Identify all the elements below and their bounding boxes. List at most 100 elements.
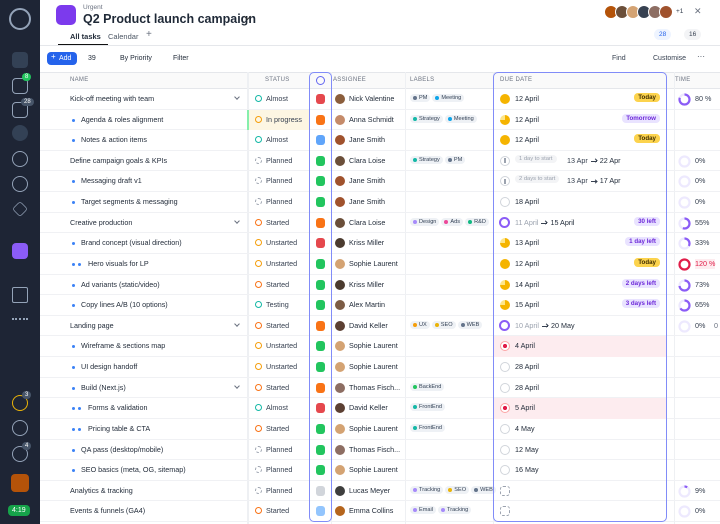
label-dot [413,116,417,121]
column-header: STATUS [265,77,290,83]
task-row[interactable]: UI design handoff Unstarted Sophie Laurent… [40,357,720,378]
time-ring [678,485,691,498]
nav-help[interactable] [12,446,28,462]
nav-more[interactable] [12,318,28,322]
task-row[interactable]: Ad variants (static/video) Started Kriss M… [40,275,720,296]
task-row[interactable]: Copy lines A/B (10 options) Testing Alex M… [40,295,720,316]
assignee-avatar [335,485,345,496]
task-row[interactable]: Landing page Started David Keller UX SEO WEB 1… [40,316,720,337]
due-icon [500,114,510,125]
nav-timer[interactable] [12,395,28,411]
nav-search[interactable] [12,125,28,141]
task-row[interactable]: Brand concept (visual direction) Unstarte… [40,233,720,254]
status-text: Started [266,382,290,392]
task-row[interactable]: Creative production Started Clara Loise Des… [40,213,720,234]
assignee-name: Sophie Laurent [349,362,398,372]
due-icon [500,94,510,104]
task-row[interactable]: Wireframe & sections map Unstarted Sophie … [40,336,720,358]
tab-calendar[interactable]: Calendar [108,32,139,41]
task-row[interactable]: Forms & validation Almost David Keller Fron… [40,398,720,419]
assignee-name: Sophie Laurent [349,423,398,433]
task-row[interactable]: Notes & action items Almost Jane Smith 12 A… [40,130,720,151]
task-row[interactable]: Define campaign goals & KPIs Planned Clara… [40,151,720,172]
nav-add[interactable] [12,243,28,259]
assignee-name: Jane Smith [349,197,385,207]
tab-all-tasks[interactable]: All tasks [70,32,101,41]
filter[interactable]: Filter [173,55,189,62]
indent-dot [72,201,75,205]
time-ring-track [678,155,691,168]
task-row[interactable]: Kick-off meeting with team Almost Nick Val… [40,89,720,110]
task-name: Brand concept (visual direction) [81,238,182,248]
priority-column-highlight [309,72,332,522]
status-icon [255,342,262,350]
nav-favorites[interactable] [12,201,28,217]
task-row[interactable]: Agenda & roles alignment In progress Anna … [40,109,720,131]
status-text: Unstarted [266,258,298,268]
nav-people[interactable] [12,176,28,192]
label-text: FrontEnd [419,404,443,411]
task-row[interactable]: Analytics & tracking Planned Lucas Meyer Tr… [40,481,720,502]
label-dot [435,96,440,100]
task-name: Wireframe & sections map [81,341,166,351]
priority-badge [316,465,325,476]
task-name: Define campaign goals & KPIs [70,155,168,165]
approvals[interactable]: 16 [684,29,702,40]
task-name: SEO basics (meta, OG, sitemap) [81,465,186,475]
assignee-avatar [335,444,345,455]
status-icon [255,466,262,474]
nav-home[interactable] [12,52,28,68]
add-button[interactable]: Add [47,52,78,65]
due-icon [500,444,510,455]
customise[interactable]: Customise [653,55,687,62]
task-row[interactable]: Build (Next.js) Started Thomas Fisch... Bac… [40,378,720,399]
label-dot [413,405,417,410]
task-name: QA pass (desktop/mobile) [81,444,164,454]
due-date: 13 April [515,238,539,248]
due-from: 10 April [515,320,539,330]
nav-invite[interactable] [12,420,28,436]
label-text: SEO [440,321,453,328]
status-text: Almost [266,403,288,413]
priority-header-icon [316,76,325,85]
label-dot [441,508,445,513]
task-name: Events & funnels (GA4) [70,506,146,516]
due-date: 4 May [515,423,535,433]
label-pill: SEO [431,320,456,329]
due-arrow [590,181,597,183]
priority-badge [316,341,325,352]
task-row[interactable]: Hero visuals for LP Unstarted Sophie Laure… [40,254,720,275]
close[interactable]: ✕ [694,6,702,16]
user-avatar[interactable] [11,474,29,492]
task-row[interactable]: Pricing table & CTA Started Sophie Laurent… [40,419,720,440]
assignee-name: David Keller [349,320,388,330]
label-pill: FrontEnd [410,423,446,432]
assignee-avatar [335,176,345,187]
task-name: Target segments & messaging [81,197,178,207]
nav-chat[interactable] [12,151,28,167]
task-row[interactable]: Messaging draft v1 Planned Jane Smith 2 day… [40,171,720,193]
nav-inbox[interactable] [12,102,28,118]
assignee-avatar [335,506,345,517]
time-value: 0% [695,506,706,516]
sidebar: 8 28 3 4 4:19 [0,0,40,524]
time-value: 65% [695,300,710,310]
task-row[interactable]: SEO basics (meta, OG, sitemap) Planned Sop… [40,460,720,481]
more-menu[interactable]: ··· [697,52,705,61]
indent-dot [78,407,81,411]
comments[interactable]: 28 [654,29,672,40]
task-row[interactable]: Target segments & messaging Planned Jane S… [40,192,720,213]
sort[interactable]: By Priority [120,55,152,62]
task-row[interactable]: QA pass (desktop/mobile) Planned Thomas Fi… [40,440,720,461]
status-text: Testing [266,300,289,310]
nav-tasks[interactable] [12,78,28,94]
labels: PM Meeting [410,94,466,102]
add-tab[interactable]: + [146,29,152,40]
logo[interactable] [9,8,31,30]
nav-table[interactable] [12,287,28,303]
assignee-name: Sophie Laurent [349,258,398,268]
task-name: Ad variants (static/video) [81,279,160,289]
find[interactable]: Find [612,55,626,62]
task-row[interactable]: Events & funnels (GA4) Started Emma Collin… [40,501,720,522]
